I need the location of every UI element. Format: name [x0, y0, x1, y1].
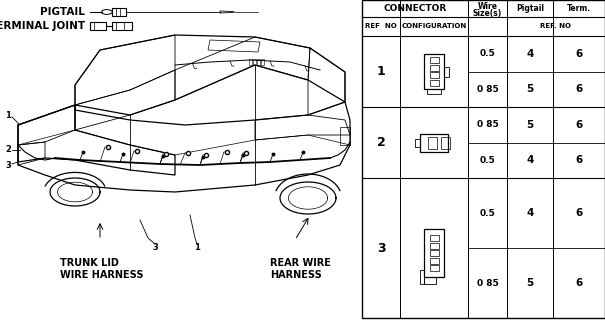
Text: 0.5: 0.5	[480, 156, 495, 165]
Text: 5: 5	[526, 84, 534, 94]
Bar	[430, 72, 439, 78]
Text: Term.: Term.	[567, 4, 591, 13]
Text: PIGTAIL: PIGTAIL	[40, 7, 85, 17]
Text: CONFIGURATION: CONFIGURATION	[401, 23, 466, 29]
Text: Pigtail: Pigtail	[516, 4, 544, 13]
Text: 3: 3	[377, 242, 385, 254]
Text: 6: 6	[575, 208, 583, 218]
Bar	[415, 139, 420, 147]
Text: 5: 5	[526, 120, 534, 130]
Text: REF. NO: REF. NO	[540, 23, 572, 29]
Bar	[112, 22, 132, 30]
Bar	[253, 59, 256, 65]
Text: 0.5: 0.5	[480, 49, 495, 58]
Bar	[340, 127, 350, 145]
Text: 6: 6	[575, 120, 583, 130]
Bar	[430, 243, 439, 249]
Text: REAR WIRE
HARNESS: REAR WIRE HARNESS	[270, 258, 331, 280]
Bar	[261, 59, 264, 65]
Bar	[112, 8, 126, 16]
Bar	[362, 0, 605, 318]
Text: 6: 6	[575, 84, 583, 94]
Text: 6: 6	[575, 155, 583, 165]
Text: 6: 6	[575, 278, 583, 288]
Bar	[420, 270, 424, 284]
Bar	[249, 59, 252, 65]
Bar	[424, 54, 444, 89]
Text: 0 85: 0 85	[477, 278, 499, 287]
Bar	[420, 133, 448, 151]
Bar	[430, 250, 439, 256]
Text: Wire: Wire	[477, 2, 497, 11]
Text: Size(s): Size(s)	[473, 9, 502, 18]
Text: 0 85: 0 85	[477, 85, 499, 94]
Bar	[444, 67, 449, 76]
Text: 3: 3	[5, 161, 11, 170]
Bar	[430, 265, 439, 271]
Text: 4: 4	[526, 208, 534, 218]
Bar	[424, 277, 436, 284]
Bar	[430, 65, 439, 71]
Bar	[257, 59, 260, 65]
Text: TRUNK LID
WIRE HARNESS: TRUNK LID WIRE HARNESS	[60, 258, 143, 280]
Text: 2: 2	[377, 136, 385, 149]
Text: TERMINAL JOINT: TERMINAL JOINT	[0, 21, 85, 31]
Text: 5: 5	[526, 278, 534, 288]
Text: 1: 1	[377, 65, 385, 78]
Bar	[430, 80, 439, 86]
Text: 0.5: 0.5	[480, 209, 495, 218]
Text: 4: 4	[526, 49, 534, 59]
Text: 1: 1	[194, 243, 200, 252]
Text: 2: 2	[5, 146, 11, 155]
Text: 6: 6	[575, 49, 583, 59]
Text: CONNECTOR: CONNECTOR	[384, 4, 446, 13]
Text: 0 85: 0 85	[477, 120, 499, 129]
Text: 3: 3	[152, 243, 158, 252]
Bar	[430, 235, 439, 241]
Text: REF  NO: REF NO	[365, 23, 397, 29]
Bar	[424, 229, 444, 277]
Bar	[90, 22, 106, 30]
Bar	[430, 57, 439, 63]
Bar	[427, 89, 441, 94]
Text: 1: 1	[5, 110, 11, 119]
Bar	[430, 258, 439, 263]
Bar	[428, 137, 436, 148]
Bar	[440, 137, 450, 148]
Text: 4: 4	[526, 155, 534, 165]
